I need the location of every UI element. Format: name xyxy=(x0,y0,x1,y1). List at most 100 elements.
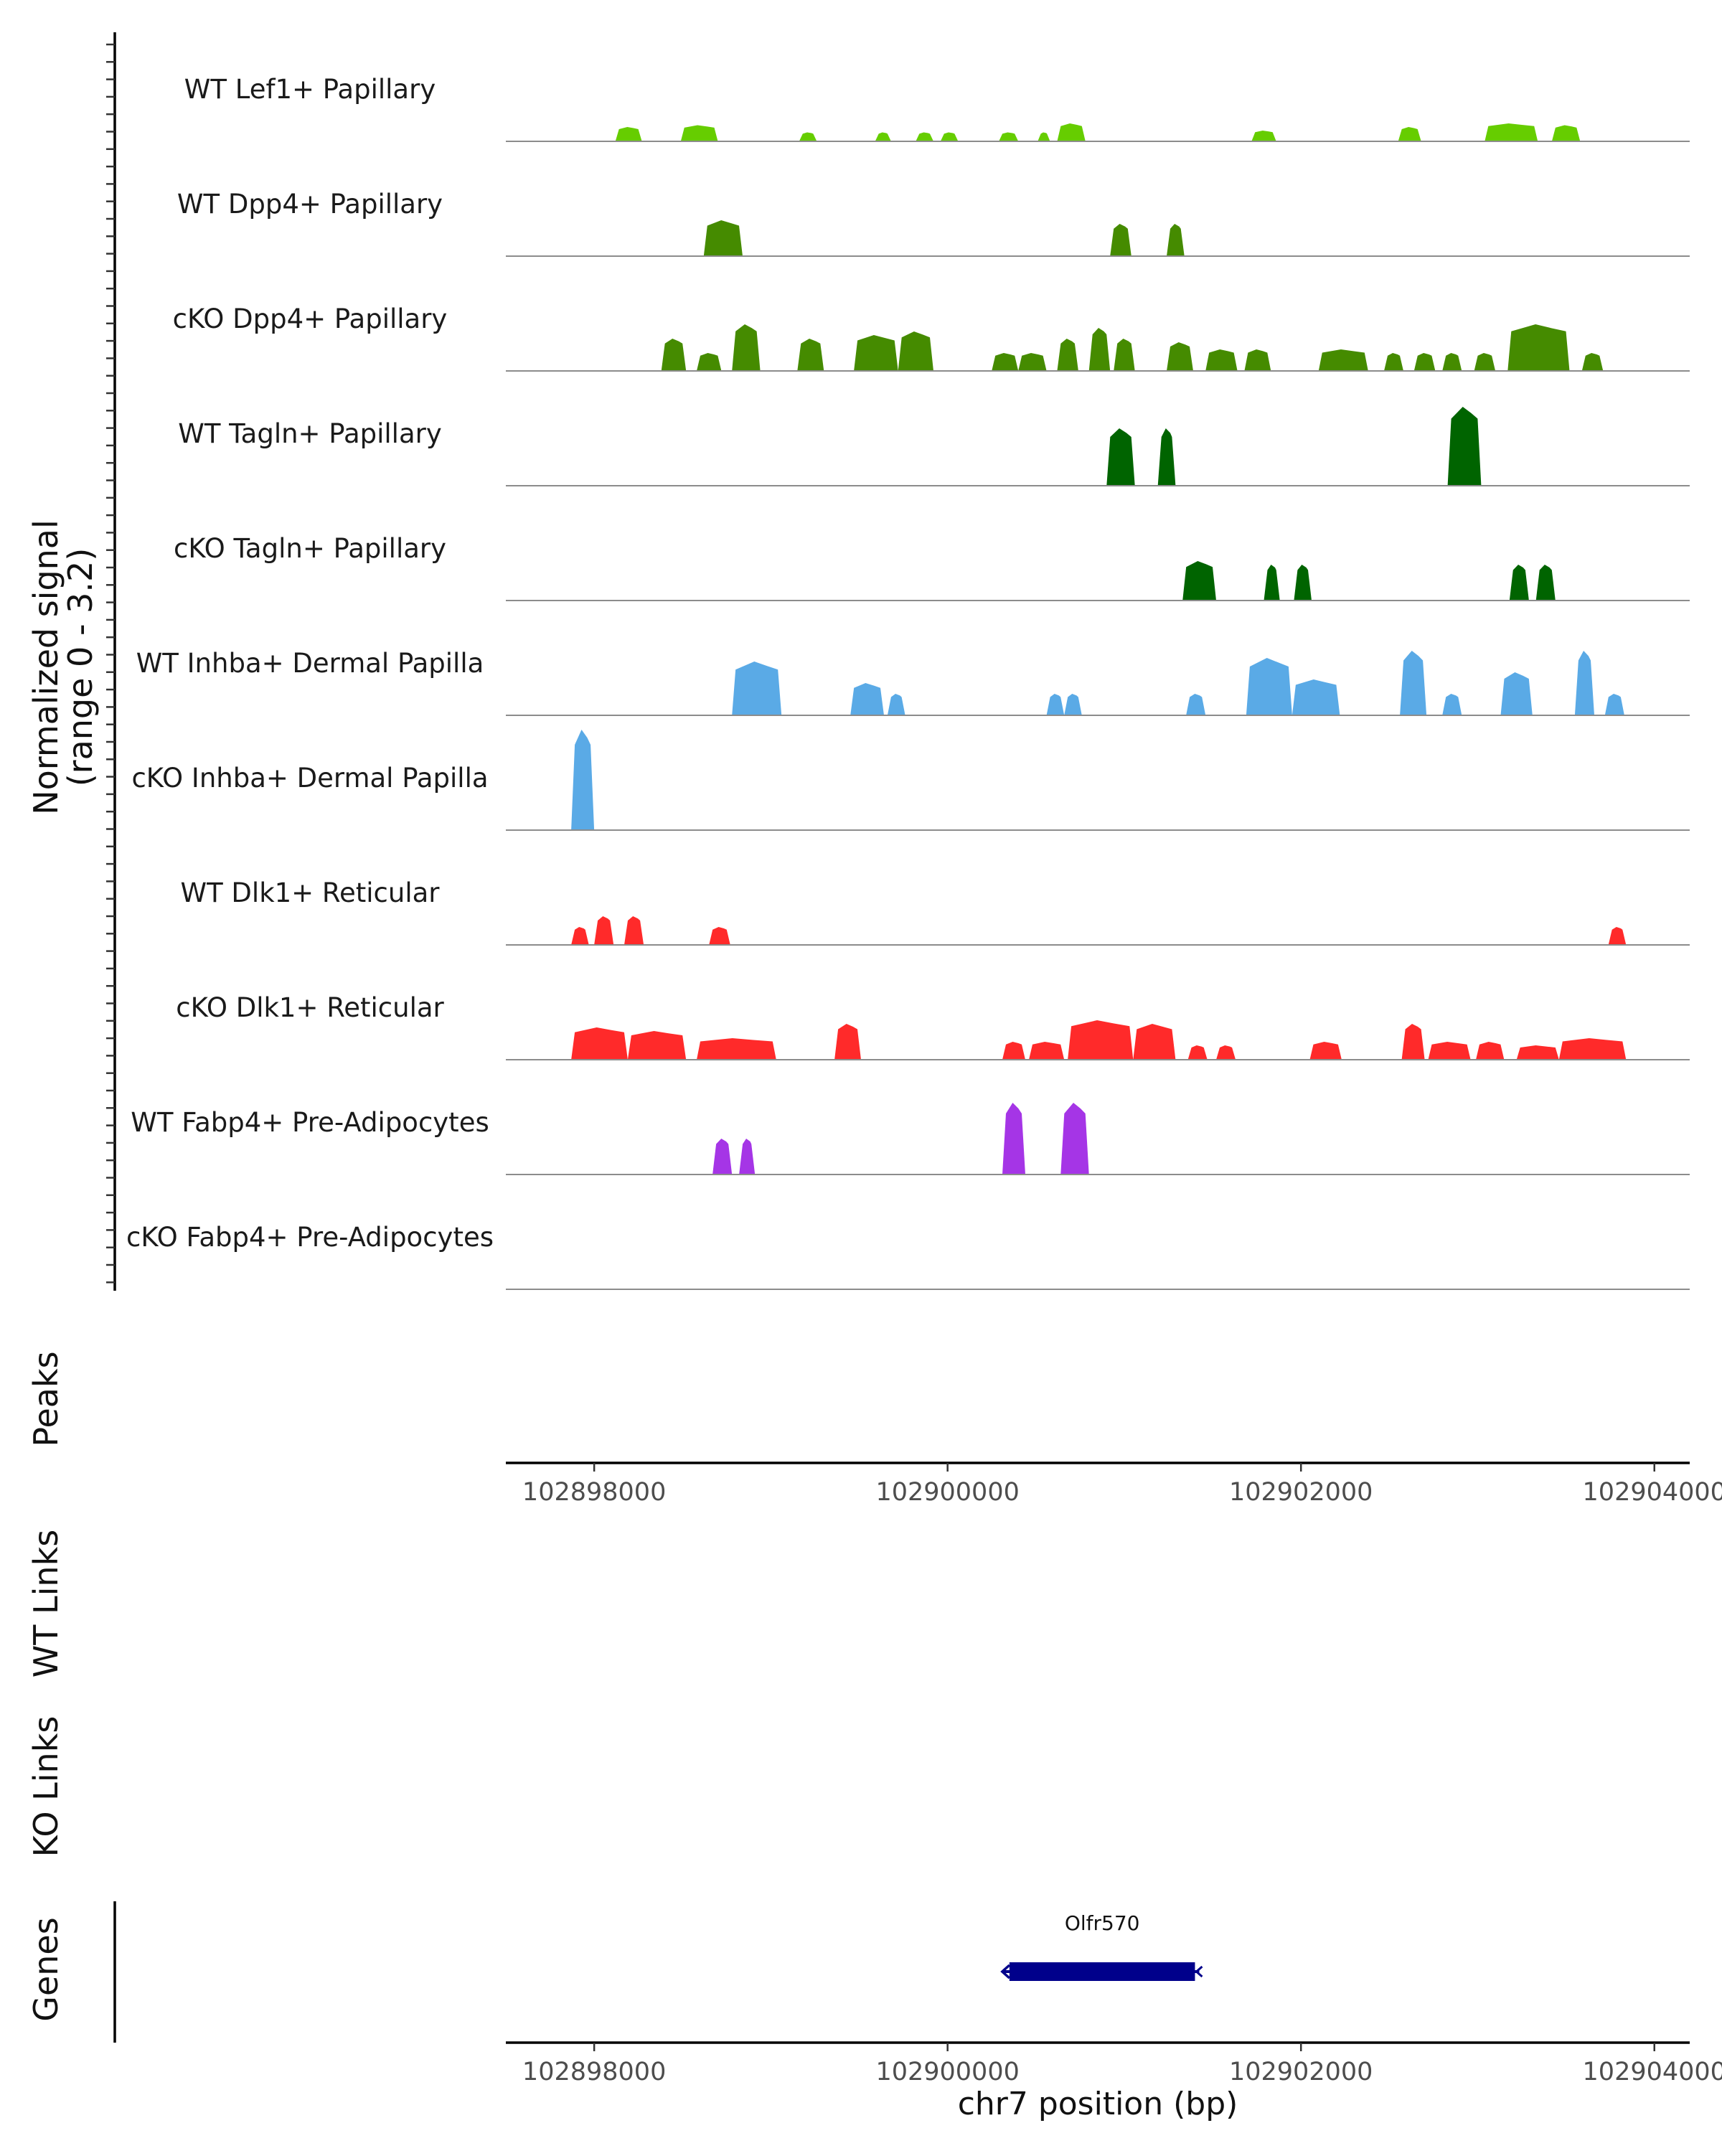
ko-links-label: KO Links xyxy=(27,1716,65,1858)
track-label: cKO Dlk1+ Reticular xyxy=(176,992,444,1023)
x-tick-label: 102904000 xyxy=(1583,1478,1722,1507)
track-9: WT Fabp4+ Pre-Adipocytes xyxy=(131,1103,1690,1175)
coverage-peak xyxy=(1500,672,1533,715)
coverage-ylabel-line2: (range 0 - 3.2) xyxy=(61,548,100,787)
gene-0: Olfr570 xyxy=(1000,1911,1203,1981)
coverage-peak xyxy=(1535,565,1556,601)
coverage-peak xyxy=(940,132,959,141)
coverage-peak xyxy=(739,1139,756,1174)
track-label: WT Fabp4+ Pre-Adipocytes xyxy=(131,1107,489,1138)
coverage-peak xyxy=(624,916,644,945)
track-label: WT Tagln+ Papillary xyxy=(178,418,442,449)
coverage-peak xyxy=(1507,324,1570,371)
x-tick-label: 102900000 xyxy=(875,1478,1019,1507)
coverage-peak xyxy=(1246,658,1292,715)
coverage-peak xyxy=(1060,1103,1089,1174)
genes-track-label: Genes xyxy=(27,1917,65,2021)
coverage-peak xyxy=(1064,694,1082,715)
coverage-peak xyxy=(732,324,761,371)
track-label: cKO Fabp4+ Pre-Adipocytes xyxy=(126,1222,494,1253)
coverage-peak xyxy=(1057,339,1078,371)
coverage-peak xyxy=(1442,353,1462,371)
coverage-peak xyxy=(732,662,782,715)
coverage-peak xyxy=(1400,651,1427,715)
coverage-peak xyxy=(1167,224,1185,256)
track-label: cKO Dpp4+ Papillary xyxy=(173,303,448,334)
coverage-peak xyxy=(661,339,687,371)
coverage-peak xyxy=(799,132,817,141)
coverage-peak xyxy=(1029,1042,1065,1060)
coverage-peak xyxy=(1057,123,1086,141)
coverage-peak xyxy=(1216,1045,1236,1060)
coverage-peak xyxy=(1318,349,1368,371)
track-label: WT Dpp4+ Papillary xyxy=(177,189,443,220)
coverage-peak xyxy=(1157,428,1176,486)
track-10: cKO Fabp4+ Pre-Adipocytes xyxy=(126,1222,1690,1290)
gene-name-label: Olfr570 xyxy=(1065,1911,1140,1935)
coverage-peak xyxy=(1205,349,1238,371)
track-label: cKO Inhba+ Dermal Papilla xyxy=(131,763,488,794)
coverage-peak xyxy=(571,730,595,830)
x-axis-lower: 102898000 102900000 102902000 102904000 xyxy=(506,2041,1722,2086)
strand-arrow-right xyxy=(1195,1965,1203,1978)
coverage-peak xyxy=(1398,127,1421,141)
coverage-peak xyxy=(887,694,905,715)
coverage-peak xyxy=(1294,565,1312,601)
coverage-peak xyxy=(697,1038,776,1060)
coverage-peak xyxy=(712,1139,733,1174)
peaks-track-label: Peaks xyxy=(27,1351,65,1446)
coverage-peak xyxy=(1182,561,1216,601)
coverage-peak xyxy=(1442,694,1462,715)
track-8: cKO Dlk1+ Reticular xyxy=(176,992,1690,1060)
track-3: WT Tagln+ Papillary xyxy=(178,407,1690,486)
x-tick-label: 102900000 xyxy=(875,2058,1019,2086)
coverage-peak xyxy=(594,916,614,945)
coverage-peak xyxy=(697,353,722,371)
coverage-peak xyxy=(834,1024,861,1060)
coverage-ylabel-line1: Normalized signal xyxy=(27,519,65,815)
track-5: WT Inhba+ Dermal Papilla xyxy=(136,648,1690,716)
coverage-peak xyxy=(1018,353,1047,371)
track-2: cKO Dpp4+ Papillary xyxy=(173,303,1690,372)
coverage-peak xyxy=(1447,407,1482,486)
coverage-tracks: WT Lef1+ Papillary WT Dpp4+ Papillary cKO … xyxy=(126,74,1690,1290)
track-6: cKO Inhba+ Dermal Papilla xyxy=(131,730,1690,831)
gene-annotations: Olfr570 xyxy=(1000,1911,1203,1981)
coverage-peak xyxy=(1474,353,1496,371)
track-label: WT Lef1+ Papillary xyxy=(184,74,436,105)
coverage-peak xyxy=(1038,132,1050,141)
coverage-peak xyxy=(1428,1042,1471,1060)
coverage-peak xyxy=(571,927,589,945)
coverage-peak xyxy=(1186,694,1206,715)
track-7: WT Dlk1+ Reticular xyxy=(180,877,1690,946)
coverage-peak xyxy=(1309,1042,1342,1060)
strand-arrow-left xyxy=(1000,1964,1011,1980)
coverage-peak xyxy=(854,335,898,371)
coverage-peak xyxy=(1485,123,1538,141)
coverage-peak xyxy=(1110,224,1131,256)
x-tick-label: 102902000 xyxy=(1229,1478,1373,1507)
coverage-peak xyxy=(898,331,933,371)
coverage-peak xyxy=(1516,1045,1559,1060)
track-label: WT Inhba+ Dermal Papilla xyxy=(136,648,484,679)
track-1: WT Dpp4+ Papillary xyxy=(177,189,1690,257)
coverage-peak xyxy=(1264,565,1280,601)
coverage-peak xyxy=(1167,342,1193,371)
coverage-y-axis xyxy=(106,32,116,1291)
coverage-peak xyxy=(571,1027,628,1060)
coverage-peak xyxy=(1068,1020,1134,1060)
x-tick-label: 102898000 xyxy=(522,1478,666,1507)
coverage-peak xyxy=(1251,131,1276,141)
coverage-peak xyxy=(1114,339,1135,371)
track-label: cKO Tagln+ Papillary xyxy=(174,533,446,564)
coverage-peak xyxy=(1292,679,1340,715)
coverage-peak xyxy=(1574,651,1594,715)
coverage-peak xyxy=(916,132,933,141)
coverage-peak xyxy=(875,132,891,141)
coverage-peak xyxy=(1187,1045,1208,1060)
coverage-peak xyxy=(1046,694,1065,715)
coverage-peak xyxy=(1413,353,1436,371)
coverage-peak xyxy=(1002,1042,1025,1060)
